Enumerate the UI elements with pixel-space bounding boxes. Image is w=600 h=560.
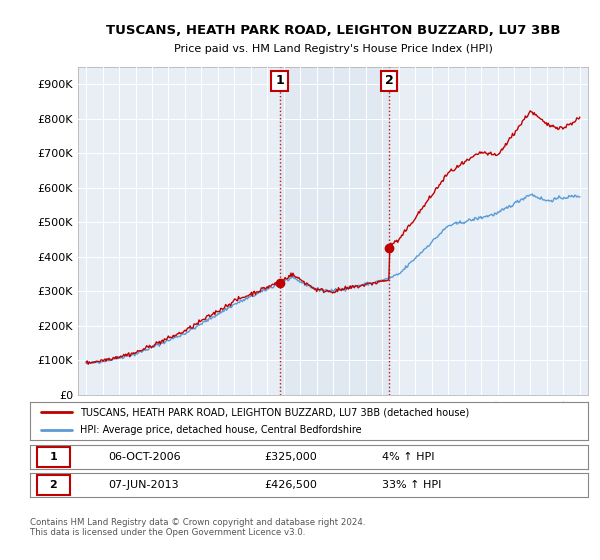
Text: 33% ↑ HPI: 33% ↑ HPI bbox=[382, 480, 441, 490]
FancyBboxPatch shape bbox=[37, 475, 70, 495]
Text: Price paid vs. HM Land Registry's House Price Index (HPI): Price paid vs. HM Land Registry's House … bbox=[173, 44, 493, 54]
Text: TUSCANS, HEATH PARK ROAD, LEIGHTON BUZZARD, LU7 3BB: TUSCANS, HEATH PARK ROAD, LEIGHTON BUZZA… bbox=[106, 24, 560, 38]
Text: 06-OCT-2006: 06-OCT-2006 bbox=[108, 452, 181, 462]
Text: 4% ↑ HPI: 4% ↑ HPI bbox=[382, 452, 434, 462]
Bar bbox=[280, 67, 389, 395]
Text: 1: 1 bbox=[275, 74, 284, 87]
Text: Contains HM Land Registry data © Crown copyright and database right 2024.
This d: Contains HM Land Registry data © Crown c… bbox=[30, 518, 365, 538]
Text: 07-JUN-2013: 07-JUN-2013 bbox=[108, 480, 179, 490]
Text: 2: 2 bbox=[385, 74, 394, 87]
Text: £325,000: £325,000 bbox=[265, 452, 317, 462]
Text: TUSCANS, HEATH PARK ROAD, LEIGHTON BUZZARD, LU7 3BB (detached house): TUSCANS, HEATH PARK ROAD, LEIGHTON BUZZA… bbox=[80, 407, 469, 417]
Text: HPI: Average price, detached house, Central Bedfordshire: HPI: Average price, detached house, Cent… bbox=[80, 425, 362, 435]
Text: £426,500: £426,500 bbox=[265, 480, 317, 490]
Text: 2: 2 bbox=[50, 480, 58, 490]
Text: 1: 1 bbox=[50, 452, 58, 462]
FancyBboxPatch shape bbox=[37, 447, 70, 467]
